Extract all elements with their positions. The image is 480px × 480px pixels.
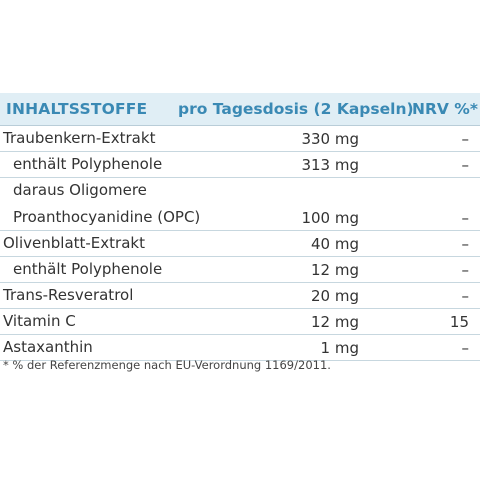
- table-row: Traubenkern-Extrakt 330 mg –: [0, 126, 480, 152]
- table-row: Vitamin C 12 mg 15: [0, 309, 480, 335]
- ingredient-dose: 12 mg: [311, 313, 359, 331]
- ingredient-nrv: –: [461, 287, 470, 305]
- ingredient-dose: 1 mg: [320, 339, 359, 357]
- ingredient-name: Traubenkern-Extrakt: [3, 129, 156, 147]
- ingredient-name: Olivenblatt-Extrakt: [3, 234, 145, 252]
- ingredient-nrv: –: [461, 339, 470, 357]
- ingredient-name: Trans-Resveratrol: [3, 286, 134, 304]
- ingredient-dose: 40 mg: [311, 235, 359, 253]
- ingredient-nrv: –: [461, 130, 470, 148]
- ingredient-name: enthält Polyphenole: [13, 155, 163, 173]
- ingredient-name: daraus Oligomere Proanthocyanidine (OPC): [13, 181, 201, 226]
- ingredient-dose: 100 mg: [301, 209, 359, 227]
- ingredient-name: Astaxanthin: [3, 338, 93, 356]
- ingredient-dose: 330 mg: [301, 130, 359, 148]
- ingredient-nrv: 15: [449, 313, 469, 331]
- ingredient-nrv: –: [461, 156, 470, 174]
- ingredient-dose: 12 mg: [311, 261, 359, 279]
- table-row: Trans-Resveratrol 20 mg –: [0, 283, 480, 309]
- table-header: INHALTSSTOFFE pro Tagesdosis (2 Kapseln)…: [0, 93, 480, 126]
- ingredient-name: enthält Polyphenole: [13, 260, 163, 278]
- ingredient-nrv: –: [461, 261, 470, 279]
- table-row: Olivenblatt-Extrakt 40 mg –: [0, 231, 480, 257]
- ingredient-name: Vitamin C: [3, 312, 76, 330]
- header-ingredients: INHALTSSTOFFE: [6, 100, 148, 118]
- nutrition-table: INHALTSSTOFFE pro Tagesdosis (2 Kapseln)…: [0, 93, 480, 361]
- ingredient-nrv: –: [461, 209, 470, 227]
- ingredient-dose: 20 mg: [311, 287, 359, 305]
- table-row: enthält Polyphenole 12 mg –: [0, 257, 480, 283]
- header-nrv: NRV %*: [412, 100, 478, 118]
- ingredient-dose: 313 mg: [301, 156, 359, 174]
- ingredient-nrv: –: [461, 235, 470, 253]
- table-row: daraus Oligomere Proanthocyanidine (OPC) …: [0, 178, 480, 231]
- footnote: * % der Referenzmenge nach EU-Verordnung…: [3, 358, 331, 372]
- table-row: Astaxanthin 1 mg –: [0, 335, 480, 361]
- header-dose: pro Tagesdosis (2 Kapseln): [178, 100, 414, 118]
- table-row: enthält Polyphenole 313 mg –: [0, 152, 480, 178]
